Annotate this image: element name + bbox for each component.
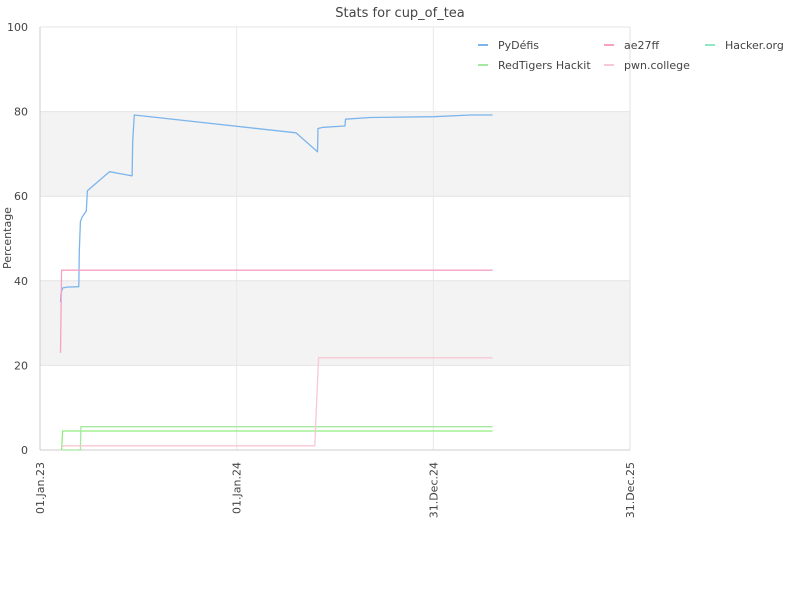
series-line <box>59 269 493 353</box>
x-tick-label: 01.Jan.24 <box>231 462 244 514</box>
y-axis-label: Percentage <box>1 207 14 269</box>
legend-item[interactable]: PyDéfis <box>498 39 539 52</box>
y-tick-label: 0 <box>21 444 28 457</box>
x-tick-label: 31.Dec.25 <box>624 462 637 518</box>
x-tick-labels: 01.Jan.23 01.Jan.24 31.Dec.24 31.Dec.25 <box>34 462 637 518</box>
y-tick-label: 100 <box>7 21 28 34</box>
grid-bands <box>40 111 630 366</box>
grid-band <box>40 280 630 366</box>
x-tick-label: 01.Jan.23 <box>34 462 47 514</box>
y-tick-label: 40 <box>14 275 28 288</box>
y-tick-label: 80 <box>14 106 28 119</box>
legend-item[interactable]: ae27ff <box>624 39 660 52</box>
series-line <box>62 426 493 451</box>
grid-band <box>40 111 630 197</box>
series-lines <box>59 114 493 451</box>
legend-item[interactable]: pwn.college <box>624 59 690 72</box>
series-line <box>60 430 493 451</box>
axes <box>39 27 631 451</box>
chart-title: Stats for cup_of_tea <box>335 6 465 21</box>
y-tick-label: 60 <box>14 190 28 203</box>
gridlines <box>39 26 631 451</box>
legend-item[interactable]: Hacker.org <box>725 39 784 52</box>
legend-item[interactable]: RedTigers Hackit <box>498 59 591 72</box>
series-line <box>61 357 493 449</box>
legend: PyDéfis ae27ff Hacker.org RedTigers Hackit p… <box>478 39 784 72</box>
x-tick-label: 31.Dec.24 <box>427 462 440 518</box>
y-tick-labels: 0 20 40 60 80 100 <box>7 21 28 457</box>
series-line <box>59 114 493 303</box>
y-tick-label: 20 <box>14 359 28 372</box>
